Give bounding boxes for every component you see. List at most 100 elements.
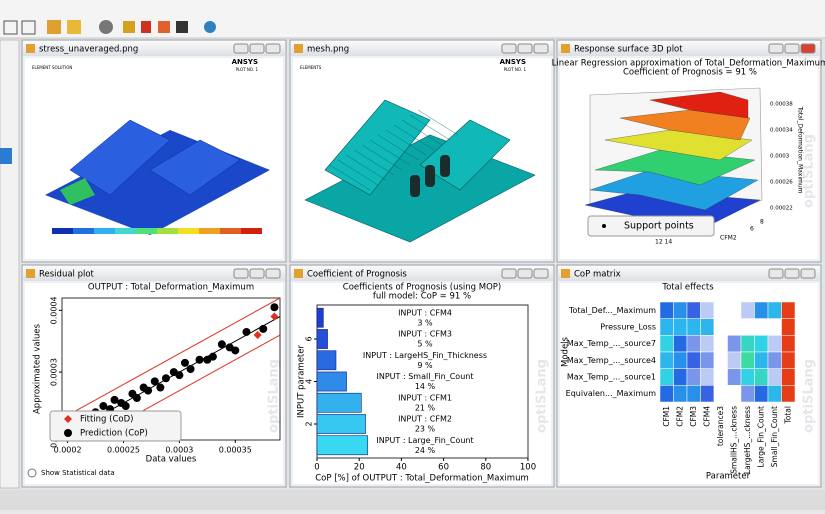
prediction-point: [161, 374, 170, 383]
prediction-point: [132, 394, 141, 403]
tool-button[interactable]: [158, 21, 170, 33]
heatmap-cell: [686, 385, 701, 403]
tool-button[interactable]: [21, 20, 36, 35]
legend-box: [587, 215, 715, 237]
column-label: CFM2: [675, 406, 684, 427]
watermark: optiSLang: [802, 134, 817, 208]
tick-label: 12 14: [655, 239, 672, 246]
confidence-line: [62, 298, 280, 419]
checkbox[interactable]: [27, 468, 37, 478]
window-icon: [294, 44, 303, 53]
minimize-button[interactable]: [501, 43, 517, 54]
maximize-button[interactable]: [517, 43, 533, 54]
minimize-button[interactable]: [233, 268, 249, 279]
x-tick-label: 0: [314, 463, 319, 473]
window-title: mesh.png: [307, 45, 349, 55]
side-panel: [0, 39, 20, 489]
bar-value-label: 3 %: [417, 318, 433, 327]
tool-button[interactable]: [3, 20, 18, 35]
close-button[interactable]: [533, 43, 549, 54]
x-tick-label: 0.00025: [107, 446, 140, 455]
maximize-button[interactable]: [249, 268, 265, 279]
legend-label: Fitting (CoD): [80, 415, 133, 425]
bar-value-label: 23 %: [415, 425, 436, 434]
tool-button[interactable]: [99, 20, 113, 34]
x-tick-label: 100: [520, 463, 536, 473]
heatmap-cell: [686, 351, 701, 369]
heatmap-cell: [767, 301, 782, 319]
heatmap-cell: [754, 335, 769, 353]
z-tick-label: 0.00022: [770, 206, 793, 212]
close-button[interactable]: [800, 43, 816, 54]
plot-title: Linear Regression approximation of Total…: [552, 59, 825, 69]
chart-title: Coefficients of Prognosis (using MOP): [343, 283, 501, 293]
fitting-point: [253, 331, 262, 340]
heatmap-cell: [767, 351, 782, 369]
heatmap-cell: [740, 301, 755, 319]
minimize-button[interactable]: [501, 268, 517, 279]
axis-label: CoP [%] of OUTPUT : Total_Deformation_Ma…: [315, 474, 529, 484]
tool-button[interactable]: [67, 20, 81, 34]
axis-label: Models: [561, 336, 571, 367]
bar-value-label: 24 %: [415, 446, 436, 455]
tool-button[interactable]: [141, 21, 151, 33]
prediction-point: [208, 352, 217, 361]
heatmap-cell: [659, 368, 674, 386]
maximize-button[interactable]: [249, 43, 265, 54]
tool-button[interactable]: [176, 21, 188, 33]
tool-button[interactable]: [204, 21, 216, 33]
minimize-button[interactable]: [768, 43, 784, 54]
window-icon: [561, 269, 570, 278]
minimize-button[interactable]: [768, 268, 784, 279]
heatmap-cell: [700, 368, 715, 386]
minimize-button[interactable]: [233, 43, 249, 54]
colorbar-segment: [136, 228, 157, 234]
maximize-button[interactable]: [784, 268, 800, 279]
heatmap-cell: [659, 335, 674, 353]
row-label: Max_Temp_..._source4: [567, 356, 656, 365]
response-surface-band: [604, 129, 753, 161]
mesh-line: [361, 144, 403, 171]
image-text: ANSYS: [500, 58, 526, 66]
heatmap-cell: [673, 351, 688, 369]
z-tick-label: 0.00026: [770, 180, 793, 186]
heatmap-cell: [659, 351, 674, 369]
heatmap-cell: [767, 385, 782, 403]
legend-label: Prediction (CoP): [80, 429, 148, 439]
y-tick-label: 4: [305, 379, 314, 384]
close-button[interactable]: [800, 268, 816, 279]
legend-marker: [602, 224, 606, 228]
chart-title: Total effects: [661, 283, 714, 293]
close-button[interactable]: [265, 268, 281, 279]
x-tick-label: 80: [480, 463, 491, 473]
status-bar: [0, 490, 825, 510]
capacitor: [425, 165, 435, 187]
axis-label: Total_Deformation_Maximum: [797, 105, 804, 193]
heatmap-cell: [713, 301, 728, 319]
tool-button[interactable]: [47, 20, 61, 34]
window-titlebar: [558, 266, 820, 281]
column-label: LargeHS_...ckness: [743, 406, 752, 474]
window-icon: [26, 269, 35, 278]
mesh-line: [401, 119, 443, 146]
close-button[interactable]: [533, 268, 549, 279]
close-button[interactable]: [265, 43, 281, 54]
maximize-button[interactable]: [784, 43, 800, 54]
heatmap-cell: [727, 318, 742, 336]
colorbar-segment: [157, 228, 178, 234]
image-text: ANSYS: [232, 58, 258, 66]
bar-value-label: 5 %: [417, 340, 433, 349]
tool-button[interactable]: [123, 21, 135, 33]
window-icon: [26, 44, 35, 53]
heatmap-cell: [673, 385, 688, 403]
maximize-button[interactable]: [517, 268, 533, 279]
row-label: Total_Def..._Maximum: [568, 306, 656, 315]
x-tick-label: 0.00035: [219, 446, 252, 455]
image-text: PLOT NO. 1: [504, 67, 527, 72]
bar-value-label: 21 %: [415, 403, 436, 412]
column-label: SmallHS_...ckness: [729, 406, 738, 474]
chart-subtitle: full model: CoP = 91 %: [373, 292, 471, 302]
row-label: Max_Temp_..._source1: [567, 373, 656, 382]
heatsink: [69, 119, 171, 196]
